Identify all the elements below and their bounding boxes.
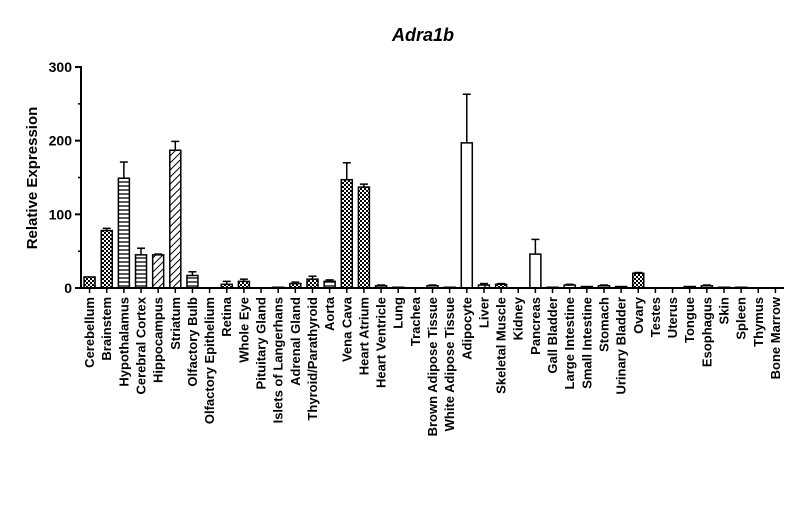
x-tick-label-skeletal-muscle: Skeletal Muscle bbox=[494, 297, 509, 394]
bar-cerebellum bbox=[83, 276, 96, 289]
x-tick-label-heart-ventricle: Heart Ventricle bbox=[374, 297, 389, 388]
bar-striatum bbox=[169, 149, 182, 289]
y-tick-label-100: 100 bbox=[49, 206, 73, 222]
bar-adipocyte bbox=[460, 142, 474, 289]
x-tick-label-islets-of-langerhans: Islets of Langerhans bbox=[271, 297, 286, 423]
error-bar-vena-cava bbox=[342, 162, 351, 180]
x-tick-label-cerebellum: Cerebellum bbox=[82, 297, 97, 368]
x-tick-label-adrenal-gland: Adrenal Gland bbox=[288, 297, 303, 386]
error-bar-olfactory-bulb bbox=[188, 271, 197, 276]
x-tick-label-retina: Retina bbox=[219, 296, 234, 337]
error-bar-adipocyte bbox=[462, 93, 471, 143]
y-tick-label-300: 300 bbox=[49, 59, 73, 75]
x-tick-label-thyroid-parathyroid: Thyroid/Parathyroid bbox=[305, 297, 320, 421]
x-tick-label-cerebral-cortex: Cerebral Cortex bbox=[134, 296, 149, 394]
error-bar-thyroid-parathyroid bbox=[308, 275, 317, 280]
error-bar-stomach bbox=[599, 284, 608, 286]
bar-hippocampus bbox=[151, 254, 165, 289]
x-tick-label-striatum: Striatum bbox=[168, 297, 183, 350]
error-bar-hippocampus bbox=[154, 253, 163, 255]
x-tick-label-adipocyte: Adipocyte bbox=[459, 297, 474, 360]
x-tick-label-white-adipose-tissue: White Adipose Tissue bbox=[442, 297, 457, 431]
x-tick-label-hypothalamus: Hypothalamus bbox=[116, 297, 131, 387]
axes-group bbox=[80, 66, 784, 289]
x-tick-label-liver: Liver bbox=[476, 297, 491, 328]
y-tick-label-200: 200 bbox=[49, 133, 73, 149]
x-tick-label-thymus: Thymus bbox=[751, 297, 766, 347]
x-tick-label-olfactory-epithelium: Olfactory Epithelium bbox=[202, 297, 217, 424]
x-tick-label-trachea: Trachea bbox=[408, 296, 423, 346]
error-bar-striatum bbox=[171, 140, 180, 151]
error-bar-liver bbox=[479, 282, 488, 286]
x-tick-label-ovary: Ovary bbox=[631, 296, 646, 334]
x-tick-label-large-intestine: Large Intestine bbox=[562, 297, 577, 389]
x-tick-label-bone-marrow: Bone Marrow bbox=[768, 296, 783, 379]
error-bar-whole-eye bbox=[239, 278, 248, 282]
bar-ovary bbox=[632, 272, 645, 289]
error-bar-brown-adipose-tissue bbox=[428, 284, 437, 286]
x-tick-label-spleen: Spleen bbox=[734, 297, 749, 340]
x-tick-label-tongue: Tongue bbox=[682, 297, 697, 343]
x-tick-label-hippocampus: Hippocampus bbox=[151, 297, 166, 383]
bar-cerebral-cortex bbox=[134, 254, 148, 289]
error-bar-brainstem bbox=[102, 227, 111, 231]
y-axis-label: Relative Expression bbox=[24, 107, 41, 250]
error-bar-heart-atrium bbox=[359, 183, 368, 188]
bar-vena-cava bbox=[340, 178, 354, 289]
error-bar-hypothalamus bbox=[119, 161, 128, 179]
y-ticks-group: 0 100 200 300 bbox=[49, 59, 81, 296]
error-bar-skeletal-muscle bbox=[497, 282, 506, 285]
x-tick-label-brainstem: Brainstem bbox=[99, 297, 114, 361]
x-tick-label-brown-adipose-tissue: Brown Adipose Tissue bbox=[425, 297, 440, 436]
y-tick-label-0: 0 bbox=[64, 280, 72, 296]
x-tick-label-testes: Testes bbox=[648, 297, 663, 337]
x-tick-label-pancreas: Pancreas bbox=[528, 297, 543, 355]
bar-brainstem bbox=[100, 229, 113, 289]
x-tick-label-vena-cava: Vena Cava bbox=[339, 296, 354, 362]
x-ticks-group: Cerebellum Brainstem Hypothalamus Cerebral … bbox=[82, 288, 783, 436]
x-tick-label-kidney: Kidney bbox=[511, 296, 526, 340]
x-tick-label-heart-atrium: Heart Atrium bbox=[356, 297, 371, 375]
bar-pancreas bbox=[529, 253, 542, 289]
bars-group bbox=[83, 142, 748, 289]
x-tick-label-aorta: Aorta bbox=[322, 296, 337, 331]
bar-thyroid-parathyroid bbox=[306, 278, 319, 289]
error-bar-heart-ventricle bbox=[377, 284, 386, 286]
error-bar-pancreas bbox=[531, 238, 540, 255]
chart-title: Adra1b bbox=[391, 25, 454, 45]
x-tick-label-stomach: Stomach bbox=[596, 297, 611, 352]
error-bar-ovary bbox=[634, 271, 643, 274]
error-bar-aorta bbox=[325, 279, 334, 282]
bar-heart-atrium bbox=[357, 186, 371, 289]
error-bar-large-intestine bbox=[565, 283, 574, 286]
error-bars-group bbox=[102, 93, 711, 286]
x-tick-label-esophagus: Esophagus bbox=[699, 297, 714, 367]
error-bar-cerebral-cortex bbox=[137, 247, 146, 255]
bar-hypothalamus bbox=[117, 177, 131, 289]
x-tick-label-gall-bladder: Gall Bladder bbox=[545, 297, 560, 374]
x-tick-label-urinary-bladder: Urinary Bladder bbox=[614, 297, 629, 395]
x-tick-label-lung: Lung bbox=[391, 297, 406, 329]
x-tick-label-whole-eye: Whole Eye bbox=[236, 297, 251, 363]
x-tick-label-skin: Skin bbox=[716, 297, 731, 325]
error-bar-esophagus bbox=[702, 284, 711, 286]
error-bar-retina bbox=[222, 280, 231, 285]
bar-olfactory-bulb bbox=[186, 274, 199, 289]
x-tick-label-olfactory-bulb: Olfactory Bulb bbox=[185, 297, 200, 387]
x-tick-label-uterus: Uterus bbox=[665, 297, 680, 338]
x-tick-label-small-intestine: Small Intestine bbox=[579, 297, 594, 389]
error-bar-adrenal-gland bbox=[291, 281, 300, 284]
x-tick-label-pituitary-gland: Pituitary Gland bbox=[254, 297, 269, 390]
